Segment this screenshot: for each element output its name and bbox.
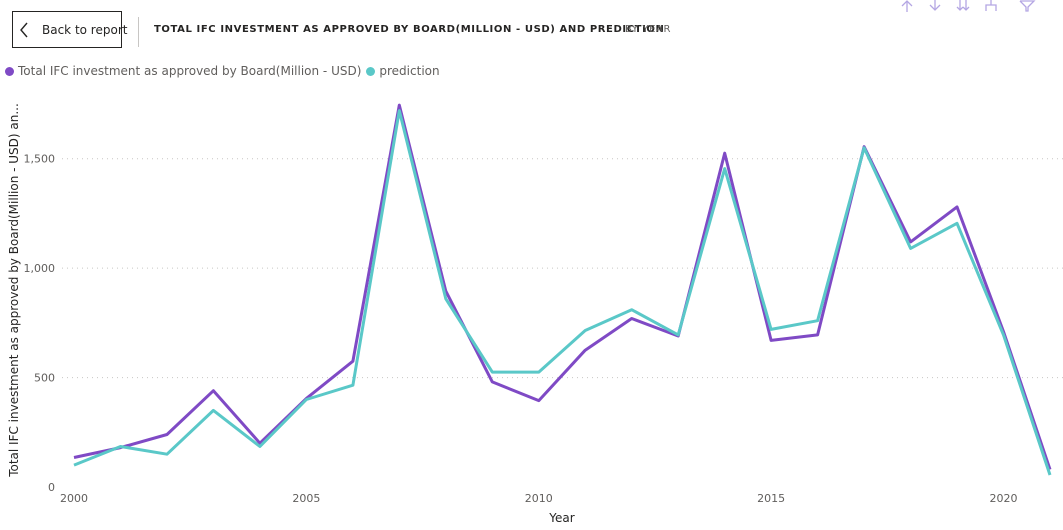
x-tick-label: 2005 bbox=[292, 492, 320, 505]
y-axis-title: Total IFC investment as approved by Boar… bbox=[7, 103, 21, 478]
y-tick-label: 1,500 bbox=[24, 153, 56, 166]
chart-title: TOTAL IFC INVESTMENT AS APPROVED BY BOAR… bbox=[154, 24, 665, 35]
chevron-left-icon bbox=[20, 22, 28, 38]
x-tick-label: 2020 bbox=[990, 492, 1018, 505]
legend-label-actual: Total IFC investment as approved by Boar… bbox=[18, 64, 362, 78]
gridlines bbox=[62, 158, 1063, 379]
legend-label-prediction: prediction bbox=[379, 64, 440, 78]
y-tick-label: 1,000 bbox=[24, 262, 56, 275]
y-tick-label: 500 bbox=[34, 372, 55, 385]
legend-swatch-actual bbox=[5, 66, 14, 76]
expand-hierarchy-icon[interactable] bbox=[982, 0, 1000, 12]
arrow-up-icon[interactable] bbox=[898, 0, 916, 12]
double-arrow-down-icon[interactable] bbox=[954, 0, 972, 12]
x-axis-ticks: 2000 2005 2010 2015 2020 bbox=[60, 492, 1018, 505]
chart-legend: Total IFC investment as approved by Boar… bbox=[5, 63, 440, 79]
x-tick-label: 2010 bbox=[525, 492, 553, 505]
y-tick-label: 0 bbox=[48, 481, 55, 494]
chart-subtitle: BY YEAR bbox=[625, 24, 672, 35]
series-line-prediction[interactable] bbox=[73, 109, 1052, 476]
legend-item-prediction[interactable]: prediction bbox=[366, 64, 440, 78]
series-lines bbox=[73, 103, 1052, 476]
header-divider bbox=[138, 17, 139, 47]
legend-item-actual[interactable]: Total IFC investment as approved by Boar… bbox=[5, 64, 361, 78]
x-axis-title: Year bbox=[548, 511, 574, 525]
back-to-report-button[interactable]: Back to report bbox=[12, 11, 127, 48]
arrow-down-icon[interactable] bbox=[926, 0, 944, 12]
back-button-label: Back to report bbox=[42, 23, 128, 37]
legend-swatch-prediction bbox=[366, 66, 376, 76]
more-options-icon[interactable]: ··· bbox=[1043, 0, 1054, 8]
filter-icon[interactable] bbox=[1018, 0, 1036, 12]
y-axis-ticks: 0 500 1,000 1,500 bbox=[24, 153, 56, 494]
series-line-actual[interactable] bbox=[73, 103, 1052, 470]
x-tick-label: 2015 bbox=[757, 492, 785, 505]
x-tick-label: 2000 bbox=[60, 492, 88, 505]
